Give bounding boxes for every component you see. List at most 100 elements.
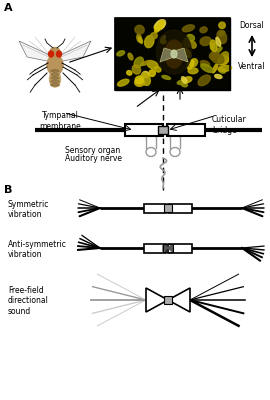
Ellipse shape — [135, 25, 144, 34]
Ellipse shape — [145, 36, 154, 48]
Ellipse shape — [142, 72, 149, 78]
Ellipse shape — [171, 50, 177, 58]
Ellipse shape — [177, 80, 187, 84]
Ellipse shape — [187, 60, 194, 69]
Bar — [163, 244, 173, 252]
Ellipse shape — [155, 20, 166, 30]
Bar — [164, 296, 172, 304]
Ellipse shape — [183, 48, 191, 58]
Ellipse shape — [135, 76, 143, 84]
Bar — [164, 204, 172, 212]
Text: Dorsal: Dorsal — [240, 21, 264, 30]
Ellipse shape — [127, 70, 132, 75]
Ellipse shape — [168, 50, 176, 55]
Ellipse shape — [170, 148, 180, 156]
Text: Tympanal
membrane: Tympanal membrane — [39, 111, 81, 131]
Text: Anti-symmetric
vibration: Anti-symmetric vibration — [8, 240, 67, 260]
Text: Free-field
directional
sound: Free-field directional sound — [8, 286, 49, 316]
Ellipse shape — [218, 66, 232, 72]
Bar — [158, 126, 168, 134]
Ellipse shape — [170, 42, 177, 49]
Ellipse shape — [200, 37, 211, 46]
Polygon shape — [146, 288, 168, 312]
Ellipse shape — [216, 37, 221, 46]
Ellipse shape — [157, 30, 191, 74]
Text: Sensory organ: Sensory organ — [65, 146, 120, 155]
Bar — [168, 244, 192, 252]
Text: B: B — [4, 185, 12, 195]
Text: Ventral: Ventral — [238, 62, 266, 71]
Ellipse shape — [49, 71, 60, 87]
Polygon shape — [163, 244, 173, 252]
Ellipse shape — [212, 63, 218, 73]
Ellipse shape — [141, 60, 151, 66]
Ellipse shape — [183, 77, 192, 83]
Ellipse shape — [154, 22, 165, 30]
Ellipse shape — [50, 48, 60, 56]
Ellipse shape — [154, 66, 161, 72]
Ellipse shape — [139, 37, 143, 43]
Ellipse shape — [215, 74, 222, 78]
Ellipse shape — [189, 41, 196, 48]
Bar — [115, 18, 230, 90]
Polygon shape — [160, 48, 174, 62]
Text: Cuticular
bridge: Cuticular bridge — [212, 115, 247, 135]
Ellipse shape — [218, 56, 229, 65]
Ellipse shape — [161, 36, 166, 41]
Ellipse shape — [211, 43, 214, 50]
Polygon shape — [19, 41, 54, 62]
Ellipse shape — [117, 51, 125, 56]
Ellipse shape — [162, 76, 171, 80]
Ellipse shape — [134, 57, 143, 68]
Ellipse shape — [181, 82, 187, 87]
Ellipse shape — [216, 47, 222, 53]
Ellipse shape — [135, 78, 144, 86]
Text: Auditory nerve: Auditory nerve — [65, 154, 122, 163]
Ellipse shape — [147, 61, 158, 69]
Ellipse shape — [128, 53, 133, 60]
Ellipse shape — [140, 73, 150, 86]
Ellipse shape — [47, 55, 63, 75]
Bar — [167, 124, 205, 136]
Bar — [125, 124, 163, 136]
Ellipse shape — [146, 148, 156, 156]
Ellipse shape — [190, 59, 198, 67]
Ellipse shape — [149, 70, 155, 76]
Text: Symmetric
vibration: Symmetric vibration — [8, 200, 49, 219]
Ellipse shape — [137, 34, 141, 42]
Ellipse shape — [155, 21, 164, 32]
Ellipse shape — [198, 75, 210, 86]
Ellipse shape — [117, 79, 129, 86]
Polygon shape — [168, 288, 190, 312]
Ellipse shape — [210, 52, 219, 60]
Ellipse shape — [171, 43, 182, 54]
Ellipse shape — [51, 70, 59, 72]
Polygon shape — [56, 41, 91, 62]
Bar — [115, 18, 230, 90]
Ellipse shape — [219, 68, 226, 73]
Bar — [144, 204, 166, 212]
Ellipse shape — [182, 25, 194, 32]
Ellipse shape — [56, 51, 62, 57]
Ellipse shape — [187, 34, 194, 41]
Ellipse shape — [165, 40, 183, 68]
Ellipse shape — [49, 51, 53, 57]
Ellipse shape — [210, 40, 217, 52]
Bar — [144, 244, 166, 252]
Polygon shape — [174, 48, 188, 62]
Ellipse shape — [188, 68, 198, 74]
Ellipse shape — [201, 64, 213, 72]
Ellipse shape — [151, 33, 157, 39]
Bar — [168, 204, 192, 212]
Ellipse shape — [181, 77, 187, 83]
Ellipse shape — [220, 52, 228, 60]
Text: A: A — [4, 3, 13, 13]
Ellipse shape — [50, 84, 59, 86]
Ellipse shape — [184, 38, 190, 48]
Ellipse shape — [132, 65, 141, 74]
Ellipse shape — [51, 77, 59, 79]
Ellipse shape — [51, 73, 59, 76]
Ellipse shape — [160, 40, 166, 44]
Ellipse shape — [219, 31, 225, 36]
Ellipse shape — [51, 80, 59, 83]
